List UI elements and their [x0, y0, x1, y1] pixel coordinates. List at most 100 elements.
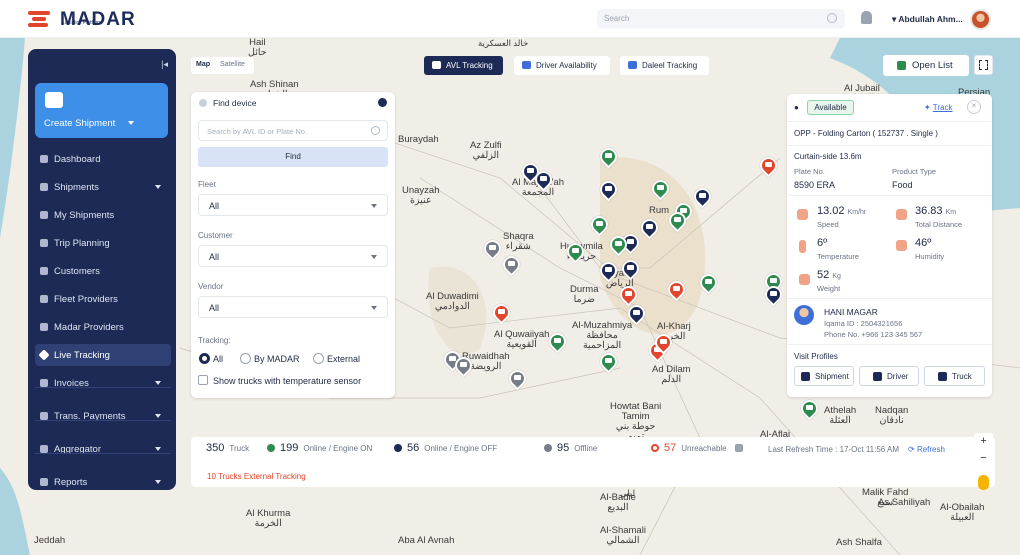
sidebar-item-trip-planning[interactable]: Trip Planning: [35, 232, 171, 254]
sidebar-item-fleet-providers[interactable]: Fleet Providers: [35, 288, 171, 310]
truck-marker[interactable]: [518, 159, 543, 184]
sidebar-item-aggregator[interactable]: Aggregator: [35, 438, 171, 460]
external-tracking-link[interactable]: 10 Trucks External Tracking: [207, 472, 306, 481]
fullscreen-button[interactable]: [974, 55, 993, 75]
truck-marker[interactable]: [596, 177, 621, 202]
truck-marker[interactable]: [440, 347, 465, 372]
truck-marker[interactable]: [545, 329, 570, 354]
user-menu[interactable]: ▾ Abdullah Ahm...: [892, 14, 963, 24]
truck-marker[interactable]: [489, 300, 514, 325]
sidebar-item-shipments[interactable]: Shipments: [35, 176, 171, 198]
humidity-label: Humidity: [915, 252, 945, 261]
truck-marker[interactable]: [596, 258, 621, 283]
online-engine-off-count[interactable]: 56 Online / Engine OFF: [394, 442, 497, 454]
tracking-radio-madar[interactable]: By MADAR: [240, 353, 300, 364]
global-search-input[interactable]: Search: [597, 9, 845, 29]
map-type-satellite[interactable]: Satellite: [220, 61, 245, 68]
avatar[interactable]: [970, 9, 991, 30]
sidebar-item-live-tracking[interactable]: Live Tracking: [35, 344, 171, 366]
temperature-value: 6º: [817, 237, 828, 249]
zoom-in-button[interactable]: +: [980, 435, 987, 447]
tab-driver-availability[interactable]: Driver Availability: [514, 56, 610, 75]
truck-marker[interactable]: [618, 256, 643, 281]
truck-marker[interactable]: [664, 277, 689, 302]
refresh-button[interactable]: ⟳ Refresh: [908, 445, 945, 454]
truck-marker[interactable]: [797, 396, 822, 421]
count-label: Offline: [574, 444, 598, 453]
route-icon: [40, 239, 48, 247]
unreachable-count[interactable]: 57 Unreachable: [651, 442, 748, 454]
truck-marker[interactable]: [499, 252, 524, 277]
visit-driver-button[interactable]: Driver: [859, 366, 919, 386]
sidebar-item-dashboard[interactable]: Dashboard: [35, 148, 171, 170]
track-link[interactable]: ✦ Track: [924, 103, 953, 112]
truck-marker[interactable]: [618, 230, 643, 255]
thermometer-icon: [799, 240, 806, 253]
open-list-button[interactable]: Open List: [883, 55, 969, 76]
tab-daleel-tracking[interactable]: Daleel Tracking: [620, 56, 709, 75]
truck-marker[interactable]: [606, 232, 631, 257]
device-search-input[interactable]: Search by AVL ID or Plate No.: [198, 120, 388, 141]
truck-marker[interactable]: [531, 167, 556, 192]
customer-select[interactable]: All: [198, 245, 388, 267]
product-type-label: Product Type: [892, 167, 937, 176]
truck-marker[interactable]: [651, 330, 676, 355]
sidebar-item-invoices[interactable]: Invoices: [35, 372, 171, 394]
map-place-label: Athelah العثلة: [824, 405, 857, 426]
collapse-panel-icon[interactable]: [378, 98, 387, 107]
sidebar-item-reports[interactable]: Reports: [35, 471, 171, 493]
find-button[interactable]: Find: [198, 147, 388, 167]
driver-avatar: [794, 305, 814, 325]
monitor-icon: [628, 61, 637, 69]
collapse-sidebar-icon[interactable]: |◂: [161, 59, 168, 69]
offline-count[interactable]: 95 Offline: [544, 442, 597, 454]
truck-marker[interactable]: [596, 144, 621, 169]
refresh-label: Refresh: [916, 445, 945, 454]
sidebar-item-madar-providers[interactable]: Madar Providers: [35, 316, 171, 338]
map-type-map[interactable]: Map: [196, 61, 210, 68]
truck-marker[interactable]: [671, 199, 696, 224]
message-icon[interactable]: [734, 444, 743, 452]
street-view-icon[interactable]: [978, 475, 989, 490]
truck-marker[interactable]: [761, 282, 786, 307]
close-icon[interactable]: ×: [967, 100, 981, 114]
online-engine-on-count[interactable]: 199 Online / Engine ON: [267, 442, 372, 454]
truck-marker[interactable]: [761, 269, 786, 294]
divider: [787, 195, 992, 196]
truck-marker[interactable]: [756, 153, 781, 178]
zoom-out-button[interactable]: −: [980, 452, 987, 464]
brand-logo[interactable]: MADAR: [28, 8, 136, 30]
radio-label: All: [213, 354, 224, 364]
truck-marker[interactable]: [480, 236, 505, 261]
visit-truck-button[interactable]: Truck: [924, 366, 985, 386]
sidebar-item-label: Trans. Payments: [54, 411, 126, 422]
sidebar-item-my-shipments[interactable]: My Shipments: [35, 204, 171, 226]
fleet-select[interactable]: All: [198, 194, 388, 216]
visit-shipment-button[interactable]: Shipment: [794, 366, 854, 386]
truck-marker[interactable]: [648, 176, 673, 201]
truck-marker[interactable]: [690, 184, 715, 209]
truck-marker[interactable]: [505, 366, 530, 391]
bell-icon[interactable]: [861, 11, 872, 24]
truck-marker[interactable]: [696, 270, 721, 295]
sidebar-item-trans-payments[interactable]: Trans. Payments: [35, 405, 171, 427]
create-shipment-button[interactable]: Create Shipment: [35, 83, 168, 138]
vendor-select[interactable]: All: [198, 296, 388, 318]
road-icon: [896, 209, 907, 220]
tab-avl-tracking[interactable]: AVL Tracking: [424, 56, 503, 75]
truck-marker[interactable]: [587, 212, 612, 237]
truck-marker[interactable]: [451, 353, 476, 378]
truck-marker[interactable]: [563, 239, 588, 264]
truck-marker[interactable]: [596, 349, 621, 374]
chevron-down-icon: [155, 447, 161, 451]
tracking-radio-external[interactable]: External: [313, 353, 360, 364]
truck-marker[interactable]: [624, 301, 649, 326]
truck-marker[interactable]: [616, 282, 641, 307]
truck-marker[interactable]: [637, 215, 662, 240]
truck-marker[interactable]: [665, 208, 690, 233]
sidebar-item-customers[interactable]: Customers: [35, 260, 171, 282]
truck-icon: [40, 295, 48, 303]
tracking-radio-all[interactable]: All: [199, 353, 224, 364]
map-place-label: Howtat Bani Tamim حوطة بني تميم: [610, 401, 662, 442]
temperature-sensor-checkbox[interactable]: Show trucks with temperature sensor: [198, 375, 361, 386]
